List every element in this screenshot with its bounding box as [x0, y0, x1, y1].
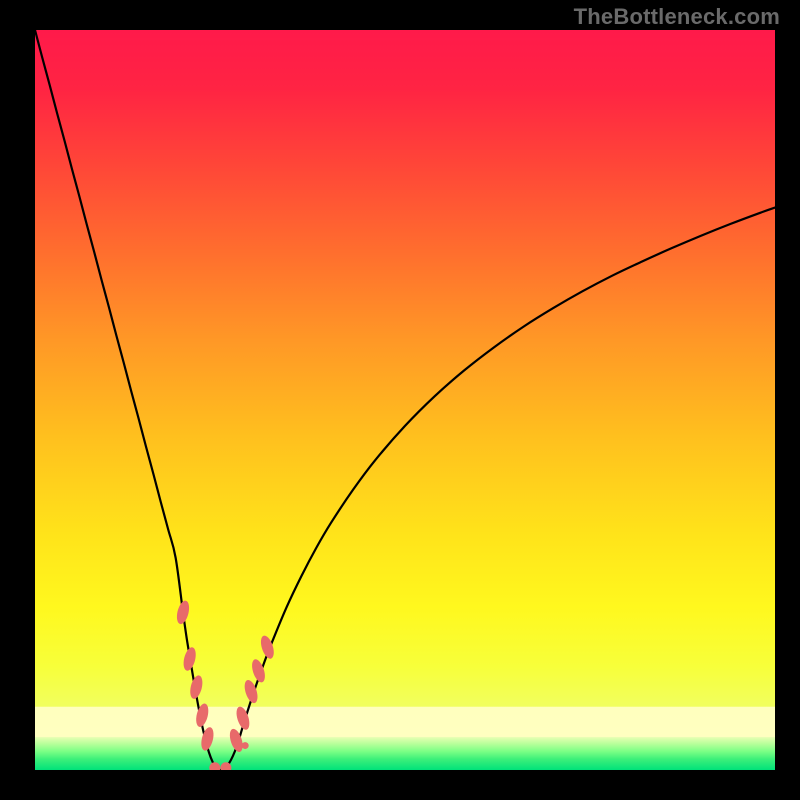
- gradient-background: [35, 30, 775, 770]
- watermark-text: TheBottleneck.com: [574, 4, 780, 30]
- marker-small-0: [242, 742, 249, 749]
- chart-container: TheBottleneck.com: [0, 0, 800, 800]
- bottleneck-plot: [35, 30, 775, 770]
